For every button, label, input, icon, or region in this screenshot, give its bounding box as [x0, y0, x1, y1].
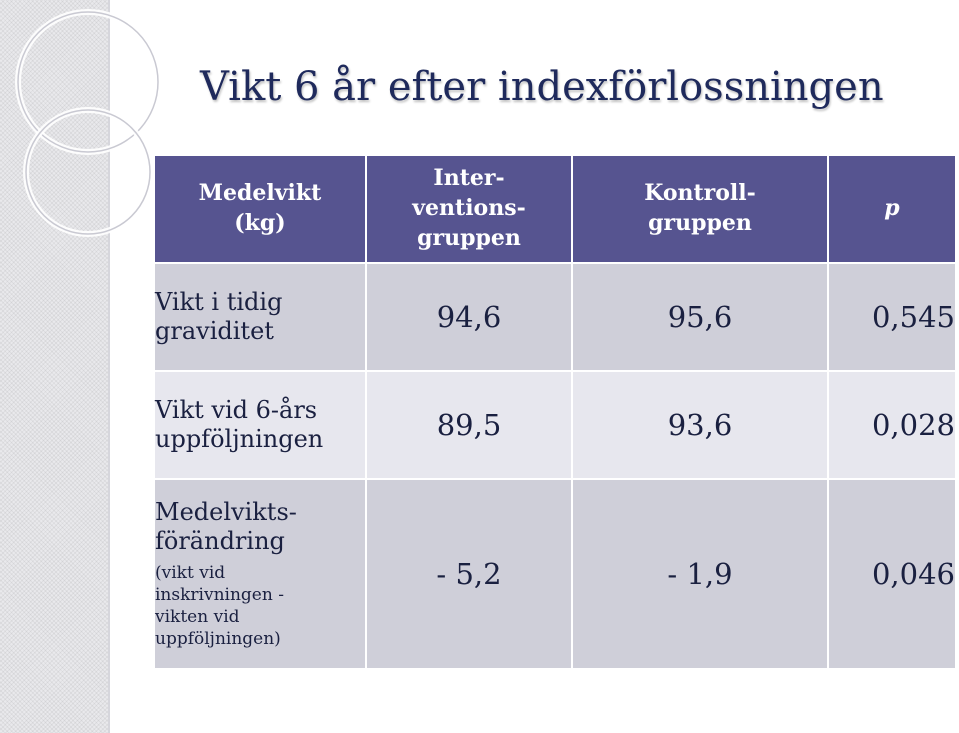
row-label: Medelvikts- förändring (vikt vid inskriv… [153, 478, 367, 670]
kontroll-value: 95,6 [571, 262, 829, 372]
p-value: 0,046 [827, 478, 957, 670]
header-p-value: p [827, 154, 957, 264]
weight-table: Medelvikt (kg) Inter- ventions- gruppen … [153, 154, 957, 670]
table-row: Vikt vid 6-års uppföljningen 89,5 93,6 0… [153, 370, 957, 480]
row-label: Vikt vid 6-års uppföljningen [153, 370, 367, 480]
intervention-value: 89,5 [365, 370, 573, 480]
row-note: (vikt vid inskrivningen - vikten vid upp… [155, 562, 284, 649]
table-header-row: Medelvikt (kg) Inter- ventions- gruppen … [153, 154, 957, 264]
p-value: 0,028 [827, 370, 957, 480]
kontroll-value: 93,6 [571, 370, 829, 480]
p-value: 0,545 [827, 262, 957, 372]
intervention-value: 94,6 [365, 262, 573, 372]
header-kontrollgruppen: Kontroll- gruppen [571, 154, 829, 264]
table-row: Medelvikts- förändring (vikt vid inskriv… [153, 478, 957, 670]
slide-title: Vikt 6 år efter indexförlossningen [200, 64, 884, 110]
kontroll-value: - 1,9 [571, 478, 829, 670]
row-label: Vikt i tidig graviditet [153, 262, 367, 372]
table-row: Vikt i tidig graviditet 94,6 95,6 0,545 [153, 262, 957, 372]
header-interventionsgruppen: Inter- ventions- gruppen [365, 154, 573, 264]
header-medelvikt: Medelvikt (kg) [153, 154, 367, 264]
decorative-rings [15, 9, 161, 237]
intervention-value: - 5,2 [365, 478, 573, 670]
